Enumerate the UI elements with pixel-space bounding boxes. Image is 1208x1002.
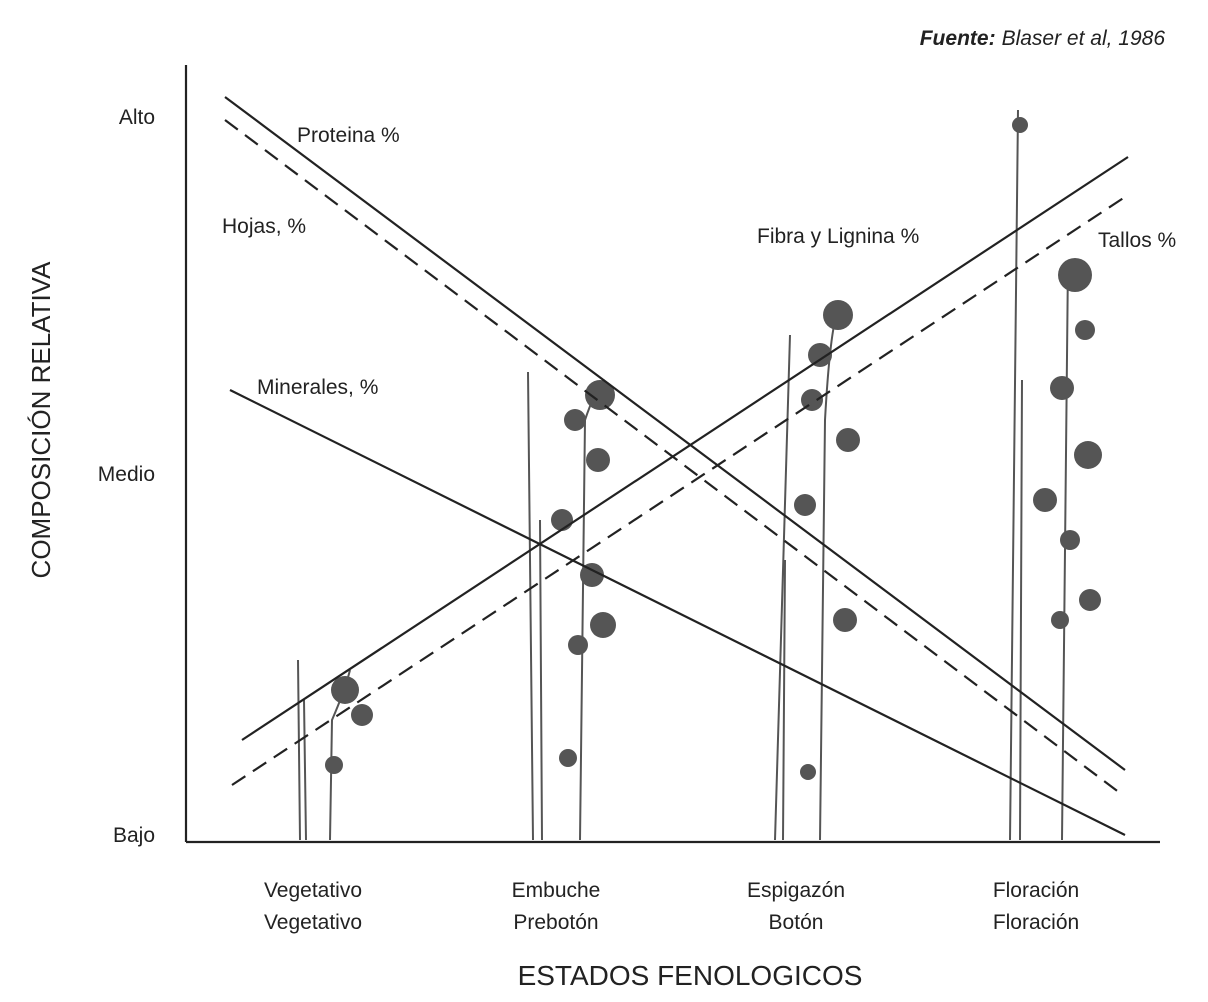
line-label: Fibra y Lignina % — [757, 225, 919, 248]
source-label: Fuente: — [920, 27, 996, 50]
stage-label: Prebotón — [513, 911, 598, 934]
trend-line — [241, 156, 1129, 741]
stage-label: Espigazón — [747, 879, 845, 902]
line-label: Minerales, % — [257, 376, 378, 399]
source: Fuente: Blaser et al, 1986 — [920, 27, 1166, 50]
trend-line — [224, 96, 1126, 771]
stage-label: Botón — [769, 911, 824, 934]
y-tick-label: Alto — [119, 106, 155, 129]
line-label: Proteina % — [297, 124, 400, 147]
line-label: Hojas, % — [222, 215, 306, 238]
y-tick-label: Bajo — [113, 824, 155, 847]
stage-label: Floración — [993, 879, 1079, 902]
trend-line — [229, 389, 1126, 836]
stage-label: Vegetativo — [264, 879, 362, 902]
line-label: Tallos % — [1098, 229, 1176, 252]
trend-line — [231, 194, 1129, 786]
x-axis-title: ESTADOS FENOLOGICOS — [518, 960, 863, 991]
plants — [297, 109, 1102, 841]
stage-label: Embuche — [512, 879, 601, 902]
y-axis-title: COMPOSICIÓN RELATIVA — [26, 261, 56, 579]
stage-label: Vegetativo — [264, 911, 362, 934]
source-text: Blaser et al, 1986 — [1002, 27, 1166, 50]
stage-label: Floración — [993, 911, 1079, 934]
y-tick-label: Medio — [98, 463, 155, 486]
